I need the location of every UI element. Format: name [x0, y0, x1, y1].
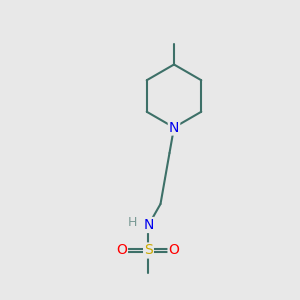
Text: H: H [128, 216, 138, 229]
Text: N: N [169, 121, 179, 134]
Text: O: O [169, 244, 179, 257]
Text: S: S [144, 244, 153, 257]
Text: O: O [116, 244, 127, 257]
Text: N: N [143, 218, 154, 232]
